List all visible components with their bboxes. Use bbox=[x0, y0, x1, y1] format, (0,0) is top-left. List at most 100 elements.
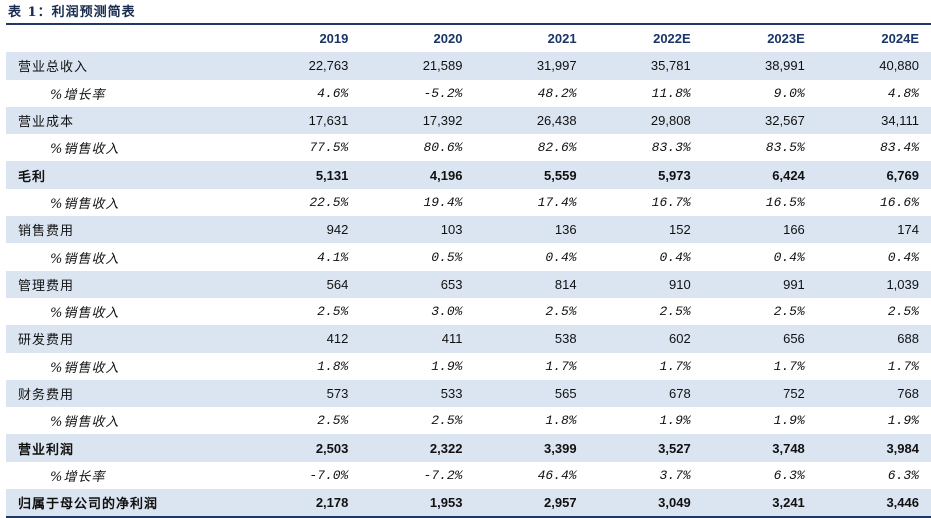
cell-value: 1.9% bbox=[887, 413, 919, 429]
table-row-selling-expense: 销售费用 942 103 136 152 166 174 bbox=[6, 216, 931, 244]
cell-value: 3,748 bbox=[702, 434, 817, 462]
cell-value: 752 bbox=[702, 379, 817, 408]
header-year: 2021 bbox=[547, 31, 577, 47]
table-row-admin-ratio: %销售收入 2.5% 3.0% 2.5% 2.5% 2.5% 2.5% bbox=[6, 298, 931, 325]
cell-value: 3,049 bbox=[588, 489, 703, 517]
cell-value: 2,957 bbox=[474, 489, 589, 517]
cell-value: 6.3% bbox=[773, 467, 805, 483]
table-row-rnd-expense: 研发费用 412 411 538 602 656 688 bbox=[6, 325, 931, 353]
row-label: 营业成本 bbox=[6, 106, 247, 135]
table-row-finance-ratio: %销售收入 2.5% 2.5% 1.8% 1.9% 1.9% 1.9% bbox=[6, 407, 931, 434]
row-label: 归属于母公司的净利润 bbox=[6, 489, 247, 517]
cell-value: 4.8% bbox=[887, 85, 919, 101]
cell-value: 0.4% bbox=[773, 249, 805, 265]
cell-value: 103 bbox=[360, 216, 475, 244]
table-row-revenue-growth: %增长率 4.6% -5.2% 48.2% 11.8% 9.0% 4.8% bbox=[6, 80, 931, 107]
row-label: 营业总收入 bbox=[6, 52, 247, 80]
cell-value: 17.4% bbox=[537, 194, 577, 210]
cell-value: 3,984 bbox=[816, 434, 931, 462]
table-row-admin-expense: 管理费用 564 653 814 910 991 1,039 bbox=[6, 270, 931, 298]
cell-value: 19.4% bbox=[423, 194, 463, 210]
row-label: 研发费用 bbox=[6, 325, 247, 353]
cell-value: 1.8% bbox=[545, 413, 577, 429]
top-rule bbox=[6, 23, 931, 25]
row-label: %销售收入 bbox=[50, 306, 120, 322]
cell-value: 166 bbox=[702, 216, 817, 244]
row-label: %销售收入 bbox=[50, 251, 120, 267]
cell-value: 3,399 bbox=[474, 434, 589, 462]
cell-value: 83.5% bbox=[765, 140, 805, 156]
row-label: %增长率 bbox=[50, 469, 106, 485]
cell-value: 942 bbox=[246, 216, 361, 244]
cell-value: 0.4% bbox=[887, 249, 919, 265]
cell-value: 910 bbox=[588, 270, 703, 298]
cell-value: 1.7% bbox=[659, 358, 691, 374]
cell-value: 46.4% bbox=[537, 467, 577, 483]
row-label: %销售收入 bbox=[50, 415, 120, 431]
cell-value: 656 bbox=[702, 325, 817, 353]
cell-value: 82.6% bbox=[537, 140, 577, 156]
cell-value: 1.7% bbox=[773, 358, 805, 374]
cell-value: 602 bbox=[588, 325, 703, 353]
cell-value: 412 bbox=[246, 325, 361, 353]
cell-value: 16.7% bbox=[651, 194, 691, 210]
cell-value: 533 bbox=[360, 379, 475, 408]
cell-value: 26,438 bbox=[474, 106, 589, 135]
cell-value: 1,039 bbox=[816, 270, 931, 298]
cell-value: 32,567 bbox=[702, 106, 817, 135]
cell-value: 573 bbox=[246, 379, 361, 408]
table-row-rnd-ratio: %销售收入 1.8% 1.9% 1.7% 1.7% 1.7% 1.7% bbox=[6, 353, 931, 380]
cell-value: 0.4% bbox=[659, 249, 691, 265]
cell-value: 814 bbox=[474, 270, 589, 298]
cell-value: 0.4% bbox=[545, 249, 577, 265]
header-year: 2023E bbox=[767, 31, 805, 47]
cell-value: 83.3% bbox=[651, 140, 691, 156]
cell-value: 4.6% bbox=[317, 85, 349, 101]
table-row-profit-growth: %增长率 -7.0% -7.2% 46.4% 3.7% 6.3% 6.3% bbox=[6, 462, 931, 489]
cell-value: 2.5% bbox=[773, 304, 805, 320]
header-year: 2019 bbox=[319, 31, 349, 47]
row-label: 营业利润 bbox=[6, 434, 247, 462]
cell-value: 688 bbox=[816, 325, 931, 353]
cell-value: 2.5% bbox=[317, 413, 349, 429]
cell-value: 3.0% bbox=[431, 304, 463, 320]
cell-value: 34,111 bbox=[816, 106, 931, 135]
cell-value: 6,769 bbox=[816, 161, 931, 189]
table-row-finance-expense: 财务费用 573 533 565 678 752 768 bbox=[6, 379, 931, 408]
table-row-selling-ratio: %销售收入 4.1% 0.5% 0.4% 0.4% 0.4% 0.4% bbox=[6, 243, 931, 270]
row-label: 毛利 bbox=[6, 161, 247, 189]
cell-value: 2.5% bbox=[887, 304, 919, 320]
row-label: %销售收入 bbox=[50, 142, 120, 158]
cell-value: 21,589 bbox=[360, 52, 475, 80]
cell-value: 16.5% bbox=[765, 194, 805, 210]
cell-value: 2,322 bbox=[360, 434, 475, 462]
cell-value: 40,880 bbox=[816, 52, 931, 80]
cell-value: 80.6% bbox=[423, 140, 463, 156]
cell-value: 2,178 bbox=[246, 489, 361, 517]
table-row-gross-profit: 毛利 5,131 4,196 5,559 5,973 6,424 6,769 bbox=[6, 161, 931, 189]
cell-value: 136 bbox=[474, 216, 589, 244]
cell-value: 678 bbox=[588, 379, 703, 408]
cell-value: 77.5% bbox=[309, 140, 349, 156]
cell-value: 48.2% bbox=[537, 85, 577, 101]
cell-value: 768 bbox=[816, 379, 931, 408]
table-row-operating-cost: 营业成本 17,631 17,392 26,438 29,808 32,567 … bbox=[6, 106, 931, 135]
cell-value: 5,973 bbox=[588, 161, 703, 189]
cell-value: 564 bbox=[246, 270, 361, 298]
cell-value: 3,527 bbox=[588, 434, 703, 462]
cell-value: -7.0% bbox=[309, 467, 349, 483]
cell-value: 35,781 bbox=[588, 52, 703, 80]
cell-value: 3,241 bbox=[702, 489, 817, 517]
cell-value: 3.7% bbox=[659, 467, 691, 483]
row-label: 管理费用 bbox=[6, 270, 247, 298]
cell-value: 22,763 bbox=[246, 52, 361, 80]
cell-value: 0.5% bbox=[431, 249, 463, 265]
cell-value: 17,392 bbox=[360, 106, 475, 135]
cell-value: 411 bbox=[360, 325, 475, 353]
cell-value: 538 bbox=[474, 325, 589, 353]
row-label: 销售费用 bbox=[6, 216, 247, 244]
cell-value: -5.2% bbox=[423, 85, 463, 101]
cell-value: 1.9% bbox=[773, 413, 805, 429]
header-year: 2022E bbox=[653, 31, 691, 47]
cell-value: 4,196 bbox=[360, 161, 475, 189]
